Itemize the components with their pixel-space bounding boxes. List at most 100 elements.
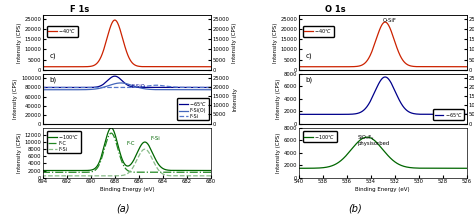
$-65°C$ (80, 86, 86, 89)
Legend: $-65°C$: $-65°C$ (433, 109, 465, 120)
$-65°C$ (100, 83, 106, 85)
Line: $-100°C$: $-100°C$ (43, 128, 211, 171)
$-100°C$ (106, 130, 111, 132)
Line: $-65°C$: $-65°C$ (43, 76, 211, 88)
F-Si (40, 86, 46, 89)
Legend: $-100°C$: $-100°C$ (303, 131, 337, 142)
Line: F-Si: F-Si (43, 85, 211, 88)
Line: F-C: F-C (43, 133, 211, 172)
F-Si(O) (40, 88, 46, 91)
Line: F-Si: F-Si (43, 149, 211, 176)
F-Si (208, 175, 214, 177)
$-65°C$ (106, 78, 111, 81)
F-C (100, 151, 106, 153)
$-100°C$ (366, 136, 372, 139)
F-Si (100, 86, 106, 89)
$-100°C$ (50, 169, 55, 172)
Y-axis label: Intensity (CPS): Intensity (CPS) (276, 132, 281, 173)
Text: O 1s: O 1s (326, 5, 346, 14)
$-100°C$ (63, 169, 69, 172)
F-C (40, 171, 46, 174)
Text: c): c) (49, 52, 56, 59)
$-65°C$ (319, 113, 325, 116)
F-Si(O) (106, 84, 111, 87)
Y-axis label: Intensity (CPS): Intensity (CPS) (17, 132, 22, 173)
F-C (208, 171, 214, 174)
F-Si (198, 175, 203, 177)
F-C (108, 132, 114, 134)
Text: F-SiO: F-SiO (132, 84, 146, 89)
F-Si (80, 175, 86, 177)
$-100°C$ (356, 139, 362, 142)
F-Si(O) (80, 88, 86, 91)
Text: (b): (b) (348, 204, 363, 214)
Text: F-C: F-C (127, 141, 136, 146)
F-Si (142, 148, 148, 150)
F-Si (100, 175, 106, 177)
Text: F 1s: F 1s (70, 5, 89, 14)
$-65°C$ (383, 76, 388, 78)
$-100°C$ (464, 167, 470, 169)
$-100°C$ (208, 169, 214, 172)
F-Si (80, 86, 86, 89)
$-65°C$ (454, 113, 459, 116)
$-100°C$ (296, 167, 301, 169)
Y-axis label: Intensity (CPS): Intensity (CPS) (13, 79, 18, 119)
$-100°C$ (362, 136, 367, 139)
F-Si (208, 86, 214, 89)
$-100°C$ (198, 169, 203, 172)
$-65°C$ (112, 75, 118, 77)
Text: a): a) (49, 130, 56, 137)
F-Si (63, 86, 68, 89)
$-100°C$ (100, 147, 106, 150)
Text: c): c) (305, 52, 312, 59)
Y-axis label: Intensity (CPS): Intensity (CPS) (232, 22, 237, 62)
Text: O-SiF: O-SiF (383, 18, 397, 22)
Line: $-65°C$: $-65°C$ (299, 77, 467, 114)
F-Si (154, 84, 160, 86)
$-100°C$ (364, 136, 370, 138)
$-100°C$ (108, 126, 114, 129)
Legend: $-65°C$, F-Si(O), F-Si: $-65°C$, F-Si(O), F-Si (177, 98, 209, 120)
$-65°C$ (40, 86, 46, 89)
$-65°C$ (110, 75, 116, 78)
F-C (110, 134, 116, 136)
Legend: $-40°C$: $-40°C$ (303, 26, 334, 37)
Y-axis label: Intensity (CPS): Intensity (CPS) (276, 79, 281, 119)
F-Si (110, 175, 116, 177)
Legend: $-100°C$, F-C, F-Si: $-100°C$, F-C, F-Si (47, 131, 81, 153)
F-Si(O) (100, 86, 106, 89)
F-C (106, 135, 111, 137)
X-axis label: Binding Energy (eV): Binding Energy (eV) (356, 187, 410, 192)
F-Si(O) (110, 83, 116, 86)
F-Si (110, 86, 116, 89)
F-Si(O) (198, 88, 203, 91)
Text: (a): (a) (117, 204, 130, 214)
$-65°C$ (208, 86, 214, 89)
$-100°C$ (319, 166, 325, 169)
Text: b): b) (49, 76, 56, 83)
F-Si(O) (118, 82, 124, 84)
Text: a): a) (305, 130, 312, 137)
$-100°C$ (454, 167, 459, 169)
$-100°C$ (336, 161, 342, 163)
F-C (80, 171, 86, 174)
F-Si (106, 175, 111, 177)
$-65°C$ (464, 113, 470, 116)
$-100°C$ (110, 129, 116, 131)
F-Si (40, 175, 46, 177)
$-65°C$ (296, 113, 301, 116)
$-65°C$ (336, 113, 342, 116)
$-65°C$ (356, 111, 362, 114)
$-100°C$ (80, 169, 86, 172)
Y-axis label: Intensity (CPS): Intensity (CPS) (17, 22, 22, 62)
F-C (63, 171, 69, 174)
Y-axis label: Intensity: Intensity (232, 87, 237, 111)
$-65°C$ (63, 86, 69, 89)
Text: SiOₓFᵧ
physisorbed: SiOₓFᵧ physisorbed (357, 135, 390, 146)
Text: b): b) (305, 76, 312, 83)
$-65°C$ (362, 108, 367, 111)
Line: $-100°C$: $-100°C$ (299, 137, 467, 168)
X-axis label: Binding Energy (eV): Binding Energy (eV) (100, 187, 154, 192)
F-Si (106, 86, 111, 89)
